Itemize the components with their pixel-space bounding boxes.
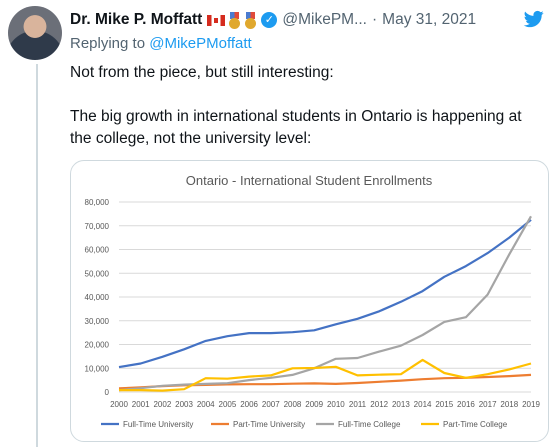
enrollment-line-chart: Ontario - International Student Enrollme… [85,173,541,429]
replying-to: Replying to @MikePMoffatt [70,35,252,52]
x-tick-label: 2009 [305,400,323,409]
tweet-text: Not from the piece, but still interestin… [70,64,522,147]
x-tick-label: 2012 [370,400,388,409]
series-line-full-time-college [118,215,532,392]
x-tick-label: 2015 [435,400,453,409]
x-tick-label: 2002 [153,400,171,409]
avatar[interactable] [8,6,62,60]
y-tick-label: 60,000 [85,246,110,255]
replying-handle-link[interactable]: @MikePMoffatt [149,35,252,52]
x-tick-label: 2008 [284,400,302,409]
x-tick-label: 2017 [479,400,497,409]
twitter-bird-icon[interactable] [523,9,545,29]
x-tick-label: 2000 [110,400,128,409]
verified-icon: ✓ [261,12,278,28]
legend-label: Part-Time College [443,420,508,429]
x-tick-label: 2014 [414,400,432,409]
x-tick-label: 2010 [327,400,345,409]
x-tick-label: 2004 [197,400,215,409]
legend-label: Full-Time College [338,420,401,429]
y-tick-label: 80,000 [85,198,110,207]
separator-dot: · [372,11,378,28]
y-tick-label: 10,000 [85,364,110,373]
tweet-header: Dr. Mike P. Moffatt ✓ @MikePM... · May 3… [70,9,547,31]
legend-label: Full-Time University [123,420,193,429]
tweet-date[interactable]: May 31, 2021 [382,11,477,28]
x-tick-label: 2006 [240,400,258,409]
x-tick-label: 2005 [219,400,237,409]
author-handle[interactable]: @MikePM... [282,11,367,28]
tweet-media[interactable]: Ontario - International Student Enrollme… [70,160,549,442]
y-tick-label: 40,000 [85,293,110,302]
thread-line [36,64,38,447]
author-name[interactable]: Dr. Mike P. Moffatt [70,11,203,28]
y-tick-label: 20,000 [85,341,110,350]
replying-prefix: Replying to [70,35,150,52]
x-tick-label: 2013 [392,400,410,409]
medal-icon [244,11,257,29]
y-tick-label: 30,000 [85,317,110,326]
x-tick-label: 2011 [349,400,367,409]
y-tick-label: 70,000 [85,222,110,231]
x-tick-label: 2007 [262,400,280,409]
series-line-part-time-college [119,358,532,392]
series-line-full-time-university [118,218,532,369]
x-tick-label: 2001 [132,400,150,409]
y-tick-label: 0 [105,388,110,397]
y-tick-label: 50,000 [85,269,110,278]
x-tick-label: 2003 [175,400,193,409]
legend-label: Part-Time University [233,420,305,429]
chart-title: Ontario - International Student Enrollme… [186,173,433,188]
x-tick-label: 2018 [500,400,518,409]
x-tick-label: 2016 [457,400,475,409]
medal-icon [228,11,241,29]
x-tick-label: 2019 [522,400,540,409]
canada-flag-icon [207,14,226,26]
